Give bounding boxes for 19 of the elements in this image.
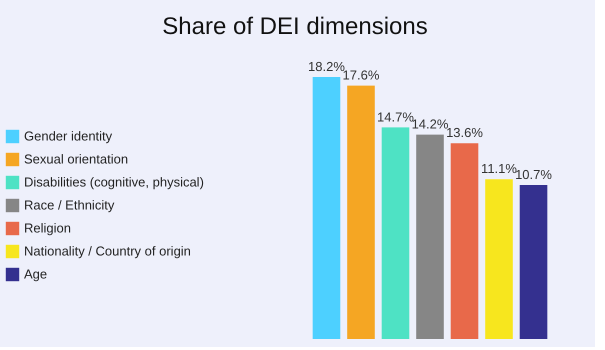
data-label: 14.7% [377, 109, 414, 124]
bar [416, 134, 444, 339]
legend-label: Religion [24, 220, 71, 236]
data-label: 11.1% [481, 161, 518, 176]
data-label: 10.7% [515, 166, 552, 182]
bar [312, 77, 340, 339]
bar [347, 86, 375, 339]
bar [520, 184, 548, 339]
legend-label: Age [24, 266, 48, 282]
legend-label: Race / Ethnicity [24, 198, 115, 212]
chart-title: Share of DEI dimensions [162, 13, 428, 40]
bar [382, 127, 410, 339]
legend-label: Nationality / Country of origin [24, 244, 191, 258]
data-label: 18.2% [308, 59, 346, 74]
bar [450, 143, 478, 339]
bar [485, 179, 513, 339]
legend-label: Sexual orientation [24, 152, 128, 166]
legend-label: Disabilities (cognitive, physical) [24, 174, 204, 190]
legend-label: Gender identity [24, 128, 113, 144]
